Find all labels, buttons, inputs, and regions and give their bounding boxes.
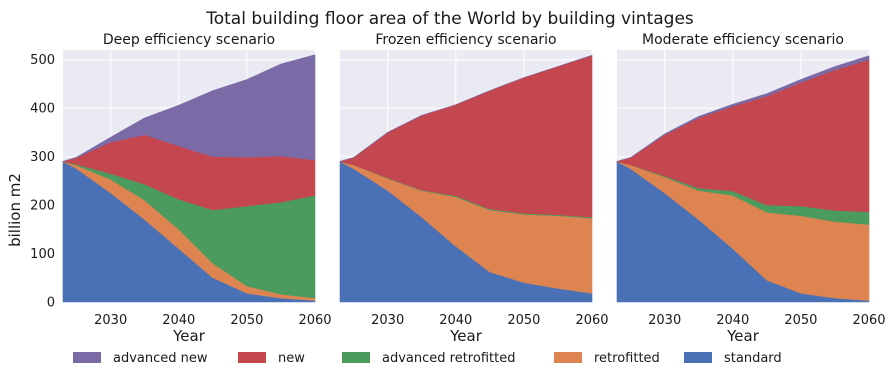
x-tick-label: 2060 (298, 313, 331, 328)
y-tick-label: 500 (30, 53, 55, 68)
y-tick-label: 300 (30, 150, 55, 165)
subplot-title: Deep efficiency scenario (103, 32, 275, 48)
legend-item-advanced-retrofitted: advanced retrofitted (342, 351, 515, 366)
subplot-title: Moderate efficiency scenario (642, 32, 844, 48)
legend-swatch (238, 352, 266, 363)
area-advanced-new (62, 54, 316, 162)
figure-title: Total building floor area of the World b… (205, 9, 694, 29)
y-tick-label: 200 (30, 199, 55, 214)
legend-item-advanced-new: advanced new (73, 351, 208, 366)
x-tick-label: 2060 (852, 313, 885, 328)
legend-item-new: new (238, 351, 305, 366)
x-axis-label: Year (726, 327, 760, 345)
area-advanced-new (339, 55, 593, 162)
subplot-1: Deep efficiency scenario 0 100 200 300 400 500… (30, 32, 331, 345)
subplot-3: Moderate efficiency scenario 2030 2040 2050… (616, 32, 886, 345)
x-tick-label: 2050 (230, 313, 263, 328)
subplot-2: Frozen efficiency scenario 2030 2040 2050 20… (339, 32, 609, 345)
y-tick-label: 400 (30, 102, 55, 117)
x-tick-label: 2040 (439, 313, 472, 328)
legend-swatch (342, 352, 370, 363)
legend-swatch (73, 352, 101, 363)
x-tick-label: 2060 (575, 313, 608, 328)
subplots: Deep efficiency scenario 0 100 200 300 400 500… (30, 32, 885, 345)
legend-item-retrofitted: retrofitted (554, 351, 660, 366)
legend: advanced new new advanced retrofitted retro… (73, 351, 782, 366)
legend-swatch (684, 352, 712, 363)
legend-label: new (278, 351, 305, 366)
x-tick-label: 2040 (162, 313, 195, 328)
y-tick-label: 100 (30, 247, 55, 262)
y-tick-label: 0 (47, 296, 55, 311)
y-axis-label: billion m2 (6, 173, 24, 247)
subplot-title: Frozen efficiency scenario (375, 32, 556, 48)
area-advanced-new (616, 55, 870, 162)
legend-label: standard (724, 351, 782, 366)
x-tick-label: 2030 (648, 313, 681, 328)
legend-label: retrofitted (594, 351, 660, 366)
x-axis-label: Year (449, 327, 483, 345)
legend-item-standard: standard (684, 351, 782, 366)
x-axis-label: Year (172, 327, 206, 345)
x-tick-label: 2040 (716, 313, 749, 328)
x-tick-label: 2030 (94, 313, 127, 328)
legend-label: advanced retrofitted (382, 351, 515, 366)
x-tick-label: 2050 (507, 313, 540, 328)
legend-label: advanced new (113, 351, 208, 366)
x-tick-label: 2050 (784, 313, 817, 328)
legend-swatch (554, 352, 582, 363)
x-tick-label: 2030 (371, 313, 404, 328)
